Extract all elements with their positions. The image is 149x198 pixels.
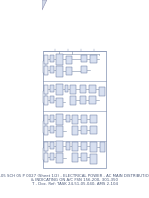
- Bar: [44, 85, 48, 94]
- Bar: [81, 55, 87, 62]
- Bar: [81, 126, 87, 134]
- Bar: [72, 115, 78, 124]
- Bar: [90, 142, 97, 152]
- Bar: [66, 115, 70, 122]
- Bar: [56, 141, 63, 152]
- Bar: [50, 153, 54, 160]
- Bar: [56, 54, 63, 65]
- Bar: [89, 96, 96, 104]
- Bar: [44, 142, 48, 151]
- Bar: [81, 115, 87, 123]
- Bar: [50, 126, 54, 133]
- Bar: [72, 126, 78, 135]
- Text: T - Doc. Ref: TASK 24-51-05-040, AMS 2-104: T - Doc. Ref: TASK 24-51-05-040, AMS 2-1…: [31, 182, 118, 186]
- Bar: [44, 153, 48, 162]
- Bar: [43, 51, 106, 168]
- Bar: [56, 98, 63, 107]
- Bar: [90, 115, 97, 123]
- Bar: [43, 61, 45, 73]
- Bar: [99, 87, 105, 96]
- Bar: [89, 85, 96, 93]
- Bar: [56, 114, 63, 125]
- Bar: [100, 142, 105, 152]
- Bar: [50, 96, 54, 103]
- Text: & INDICATING ON A/C FSN 156-200, 301-350: & INDICATING ON A/C FSN 156-200, 301-350: [31, 178, 118, 182]
- Bar: [90, 154, 97, 164]
- Bar: [81, 142, 87, 150]
- Bar: [44, 126, 48, 135]
- Bar: [50, 142, 54, 149]
- Bar: [70, 96, 76, 105]
- Bar: [50, 115, 54, 122]
- Bar: [43, 91, 45, 103]
- Bar: [50, 66, 54, 73]
- Bar: [50, 85, 54, 92]
- Text: Figure 24-51-05 SCH 05 P 0027 (Sheet 1/2) - ELECTRICAL POWER - AC MAIN DISTRIBUT: Figure 24-51-05 SCH 05 P 0027 (Sheet 1/2…: [0, 174, 149, 178]
- Bar: [66, 56, 72, 64]
- Bar: [90, 55, 97, 63]
- Bar: [80, 85, 86, 93]
- Bar: [44, 96, 48, 105]
- Bar: [66, 67, 72, 75]
- Bar: [65, 85, 68, 92]
- Bar: [50, 55, 54, 62]
- Bar: [90, 126, 97, 134]
- Bar: [66, 142, 70, 150]
- Bar: [80, 96, 86, 104]
- Bar: [44, 55, 48, 64]
- Polygon shape: [42, 0, 47, 10]
- Bar: [81, 153, 87, 161]
- Bar: [43, 148, 45, 160]
- Bar: [72, 153, 78, 162]
- Bar: [56, 153, 63, 163]
- Bar: [44, 66, 48, 75]
- Bar: [56, 84, 63, 95]
- Bar: [56, 126, 63, 137]
- Bar: [72, 142, 78, 151]
- Bar: [44, 115, 48, 124]
- Bar: [81, 66, 87, 73]
- Bar: [43, 121, 45, 133]
- Bar: [56, 66, 63, 77]
- Bar: [70, 85, 76, 94]
